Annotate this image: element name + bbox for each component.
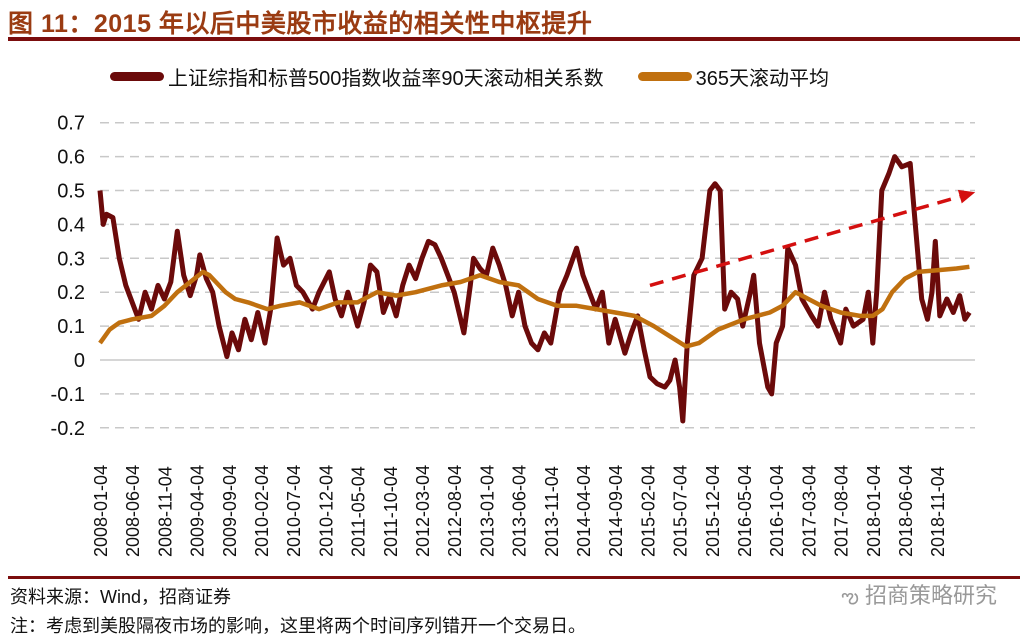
y-tick-label: 0	[74, 350, 85, 372]
x-tick-label: 2018-11-04	[928, 466, 948, 557]
x-tick-label: 2018-06-04	[896, 465, 916, 557]
x-tick-label: 2013-06-04	[510, 465, 530, 557]
source-text: 资料来源：Wind，招商证券	[10, 587, 232, 607]
y-tick-label: -0.1	[51, 384, 85, 406]
title-rule	[8, 37, 1020, 41]
x-tick-label: 2015-07-04	[671, 465, 691, 557]
y-tick-label: -0.2	[51, 418, 85, 440]
y-tick-label: 0.4	[57, 214, 85, 236]
legend-label-ma: 365天滚动平均	[695, 68, 829, 90]
x-tick-label: 2016-05-04	[735, 465, 755, 557]
x-tick-label: 2013-11-04	[542, 466, 562, 557]
x-tick-label: 2010-02-04	[252, 465, 272, 557]
watermark: ఌ 招商策略研究	[841, 578, 997, 613]
x-tick-label: 2015-02-04	[638, 465, 658, 557]
legend-swatch-corr	[110, 72, 164, 81]
y-tick-label: 0.2	[57, 282, 85, 304]
y-tick-label: 0.3	[57, 248, 85, 270]
trend-arrow-head	[957, 189, 976, 204]
x-tick-label: 2009-04-04	[188, 465, 208, 557]
wechat-icon: ఌ	[841, 586, 859, 608]
series-line-ma	[98, 264, 970, 349]
trend-arrow-line	[649, 194, 961, 288]
y-tick-label: 0.7	[57, 113, 85, 135]
x-tick-label: 2014-09-04	[606, 465, 626, 557]
x-tick-label: 2018-01-04	[864, 465, 884, 557]
legend-label-corr: 上证综指和标普500指数收益率90天滚动相关系数	[168, 68, 604, 90]
legend-swatch-ma	[637, 72, 692, 81]
x-tick-label: 2012-03-04	[413, 465, 433, 557]
legend: 上证综指和标普500指数收益率90天滚动相关系数 365天滚动平均	[110, 62, 829, 91]
x-tick-label: 2008-11-04	[155, 466, 175, 557]
footer-rule	[8, 576, 1020, 579]
watermark-text: 招商策略研究	[864, 583, 997, 608]
x-tick-label: 2009-09-04	[220, 465, 240, 557]
x-tick-label: 2008-01-04	[91, 465, 111, 557]
x-tick-label: 2010-12-04	[316, 465, 336, 557]
x-tick-label: 2012-08-04	[445, 465, 465, 557]
y-tick-label: 0.1	[57, 316, 85, 338]
x-tick-label: 2015-12-04	[703, 465, 723, 557]
x-tick-label: 2017-03-04	[799, 465, 819, 557]
figure-title: 图 11：2015 年以后中美股市收益的相关性中枢提升	[8, 10, 593, 38]
note-text: 注：考虑到美股隔夜市场的影响，这里将两个时间序列错开一个交易日。	[10, 616, 586, 636]
x-tick-label: 2011-10-04	[381, 466, 401, 557]
x-tick-label: 2013-01-04	[477, 465, 497, 557]
series-line-corr	[97, 154, 972, 424]
y-tick-label: 0.6	[57, 147, 85, 169]
x-tick-label: 2008-06-04	[123, 465, 143, 557]
y-tick-label: 0.5	[57, 181, 85, 203]
x-tick-label: 2016-10-04	[767, 465, 787, 557]
x-tick-label: 2010-07-04	[284, 465, 304, 557]
x-tick-label: 2011-05-04	[349, 466, 369, 557]
x-tick-label: 2017-08-04	[832, 465, 852, 557]
x-tick-label: 2014-04-04	[574, 465, 594, 557]
